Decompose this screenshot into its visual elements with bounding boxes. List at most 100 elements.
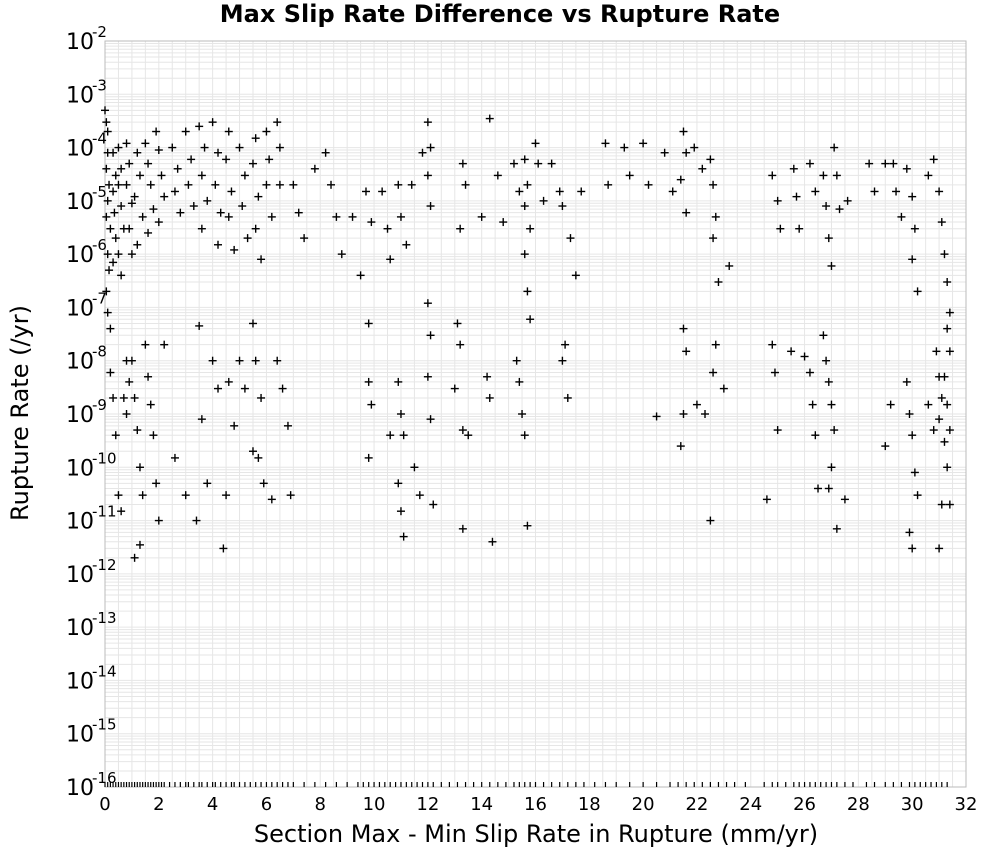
data-point — [114, 143, 123, 152]
data-point — [913, 491, 922, 500]
data-point — [523, 521, 532, 530]
data-point — [310, 164, 319, 173]
data-point — [644, 180, 653, 189]
data-point — [262, 180, 271, 189]
svg-text:-8: -8 — [92, 343, 107, 361]
data-point — [679, 324, 688, 333]
data-point — [337, 250, 346, 259]
data-point — [102, 118, 111, 127]
data-point — [259, 479, 268, 488]
data-point — [768, 171, 777, 180]
data-point — [130, 393, 139, 402]
svg-text:-9: -9 — [92, 396, 107, 414]
data-point — [114, 491, 123, 500]
data-point — [531, 139, 540, 148]
data-point — [811, 431, 820, 440]
data-point — [464, 431, 473, 440]
data-point — [265, 155, 274, 164]
data-point — [278, 384, 287, 393]
data-point — [184, 180, 193, 189]
data-point — [692, 400, 701, 409]
data-point — [523, 287, 532, 296]
y-axis-label: Rupture Rate (/yr) — [6, 305, 34, 521]
data-point — [679, 127, 688, 136]
data-point — [125, 377, 134, 386]
data-point — [152, 479, 161, 488]
data-point — [423, 171, 432, 180]
data-point — [399, 431, 408, 440]
data-point — [773, 426, 782, 435]
data-point — [824, 377, 833, 386]
data-point — [418, 148, 427, 157]
data-point — [173, 164, 182, 173]
data-point — [227, 187, 236, 196]
data-point — [289, 180, 298, 189]
data-point — [224, 377, 233, 386]
data-point — [214, 240, 223, 249]
data-point — [945, 500, 954, 509]
x-tick-label: 6 — [261, 794, 272, 815]
data-point — [160, 192, 169, 201]
data-point — [378, 187, 387, 196]
data-point — [698, 164, 707, 173]
data-point — [267, 212, 276, 221]
data-point — [453, 319, 462, 328]
data-point — [426, 143, 435, 152]
data-point — [103, 308, 112, 317]
scatter-points — [101, 106, 954, 787]
data-point — [154, 218, 163, 227]
svg-text:-5: -5 — [92, 183, 107, 201]
data-point — [273, 118, 282, 127]
data-point — [426, 331, 435, 340]
y-tick-label: 10-4 — [66, 130, 107, 162]
data-point — [130, 553, 139, 562]
data-point — [203, 196, 212, 205]
svg-text:-11: -11 — [92, 503, 117, 521]
data-point — [824, 484, 833, 493]
data-point — [792, 192, 801, 201]
chart-title: Max Slip Rate Difference vs Rupture Rate — [220, 0, 780, 28]
data-point — [577, 187, 586, 196]
data-point — [102, 287, 111, 296]
data-point — [262, 127, 271, 136]
data-point — [461, 180, 470, 189]
data-point — [512, 356, 521, 365]
data-point — [458, 426, 467, 435]
data-point — [176, 208, 185, 217]
data-point — [701, 410, 710, 418]
data-point — [111, 431, 120, 440]
data-point — [458, 159, 467, 168]
data-point — [776, 224, 785, 233]
data-point — [257, 393, 266, 402]
data-point — [135, 171, 144, 180]
x-tick-label: 20 — [632, 794, 655, 815]
data-point — [396, 507, 405, 516]
data-point — [520, 250, 529, 259]
data-point — [273, 356, 282, 365]
svg-text:-10: -10 — [92, 449, 117, 467]
svg-text:10: 10 — [66, 456, 94, 481]
data-point — [248, 159, 257, 168]
svg-text:10: 10 — [66, 190, 94, 215]
data-point — [383, 224, 392, 233]
data-point — [117, 507, 126, 516]
svg-text:10: 10 — [66, 669, 94, 694]
y-tick-label: 10-12 — [66, 556, 117, 588]
data-point — [830, 143, 839, 152]
data-point — [814, 484, 823, 493]
data-point — [913, 287, 922, 296]
data-point — [394, 180, 403, 189]
data-point — [327, 180, 336, 189]
data-point — [138, 491, 147, 500]
data-point — [122, 139, 131, 148]
data-point — [571, 271, 580, 280]
data-point — [566, 234, 575, 243]
svg-text:10: 10 — [66, 83, 94, 108]
data-point — [429, 500, 438, 509]
data-point — [819, 331, 828, 340]
data-point — [208, 118, 217, 127]
data-point — [197, 224, 206, 233]
svg-text:10: 10 — [66, 30, 94, 55]
data-point — [709, 368, 718, 377]
data-point — [456, 224, 465, 233]
